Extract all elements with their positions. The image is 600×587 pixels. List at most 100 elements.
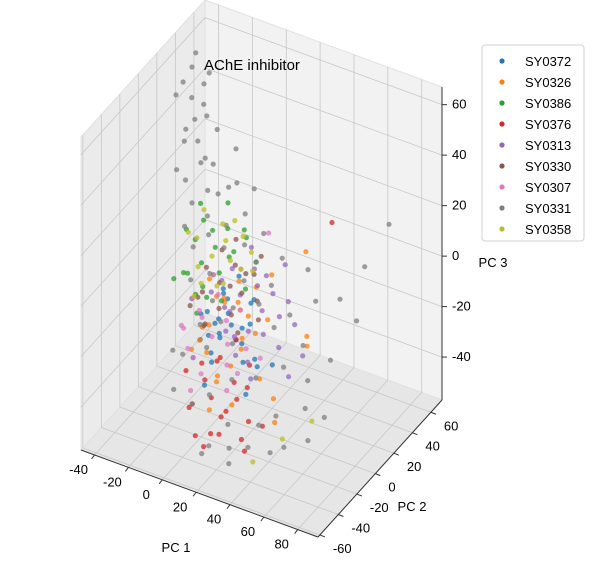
data-point xyxy=(214,358,220,364)
data-point xyxy=(218,298,225,304)
x-tick-label: -40 xyxy=(69,462,88,477)
grid-line-z xyxy=(80,67,206,206)
data-point xyxy=(173,92,179,98)
data-point xyxy=(192,116,198,122)
data-point xyxy=(180,351,186,357)
data-point xyxy=(189,401,195,407)
y-tick-mark xyxy=(412,432,418,436)
data-point xyxy=(235,330,241,336)
data-point xyxy=(270,291,276,297)
data-point xyxy=(230,305,236,311)
data-point xyxy=(183,126,189,132)
data-point xyxy=(201,207,207,213)
legend-marker xyxy=(499,163,505,169)
data-point xyxy=(186,404,192,410)
data-point xyxy=(189,64,195,70)
data-point xyxy=(202,155,208,161)
data-point xyxy=(217,335,223,341)
data-point xyxy=(233,236,239,242)
legend-label: SY0326 xyxy=(525,75,571,90)
data-point xyxy=(245,444,251,450)
data-point xyxy=(229,402,235,408)
data-points xyxy=(170,50,392,467)
data-point xyxy=(268,282,274,288)
data-point xyxy=(199,289,205,295)
data-point xyxy=(305,438,311,444)
x-tick-label: 60 xyxy=(241,524,255,539)
data-point xyxy=(207,271,213,277)
grid-line-y xyxy=(119,406,358,495)
data-point xyxy=(171,276,177,282)
data-point xyxy=(250,459,256,465)
data-point xyxy=(309,418,315,424)
legend-marker xyxy=(499,58,505,64)
data-point xyxy=(260,331,266,337)
data-point xyxy=(201,382,208,388)
data-point xyxy=(197,337,203,343)
data-point xyxy=(248,376,254,382)
data-point xyxy=(224,387,230,394)
y-tick-label: -40 xyxy=(351,521,370,536)
data-point xyxy=(192,433,198,439)
y-tick-mark xyxy=(356,493,363,497)
data-point xyxy=(234,180,240,186)
legend-label: SY0372 xyxy=(525,54,571,69)
data-point xyxy=(231,249,237,255)
data-point xyxy=(233,352,239,358)
data-point xyxy=(209,359,215,365)
data-point xyxy=(201,444,207,450)
data-point xyxy=(313,298,319,304)
data-point xyxy=(258,253,264,259)
y-tick-label: 40 xyxy=(425,439,439,454)
data-point xyxy=(241,227,247,233)
data-point xyxy=(286,374,292,380)
data-point xyxy=(239,335,245,341)
y-tick-mark xyxy=(430,411,437,415)
x-tick-mark xyxy=(158,479,163,485)
data-point xyxy=(212,244,218,250)
data-point xyxy=(206,407,212,413)
data-point xyxy=(228,322,234,328)
data-point xyxy=(216,305,222,312)
z-axis-label: PC 3 xyxy=(479,255,508,270)
data-point xyxy=(282,262,288,268)
data-point xyxy=(197,321,203,328)
data-point xyxy=(185,229,191,235)
legend-marker xyxy=(499,205,505,211)
legend-marker xyxy=(499,121,505,127)
data-point xyxy=(214,283,220,289)
grid-line-z xyxy=(204,17,443,106)
data-point xyxy=(223,328,229,334)
data-point xyxy=(185,270,191,276)
data-point xyxy=(231,334,237,340)
data-point xyxy=(220,286,226,292)
data-point xyxy=(254,283,261,289)
data-point xyxy=(204,349,210,356)
data-point xyxy=(300,342,306,349)
data-point xyxy=(240,359,246,365)
data-point xyxy=(213,379,220,385)
data-point xyxy=(220,281,226,287)
data-point xyxy=(261,230,267,237)
data-point xyxy=(181,138,187,144)
data-point xyxy=(185,345,191,351)
x-tick-label: -20 xyxy=(103,474,122,489)
y-tick-mark xyxy=(375,473,381,477)
data-point xyxy=(198,200,204,206)
data-point xyxy=(229,266,235,272)
data-point xyxy=(206,276,213,282)
data-point xyxy=(232,262,238,268)
data-point xyxy=(210,227,216,233)
y-tick-mark xyxy=(338,514,344,517)
data-point xyxy=(202,377,208,383)
data-point xyxy=(362,264,368,270)
data-point xyxy=(232,218,238,224)
data-point xyxy=(195,138,201,144)
data-point xyxy=(223,317,229,324)
data-point xyxy=(263,273,269,279)
data-point xyxy=(206,70,212,76)
grid-line-y xyxy=(82,447,320,536)
data-point xyxy=(227,283,233,289)
